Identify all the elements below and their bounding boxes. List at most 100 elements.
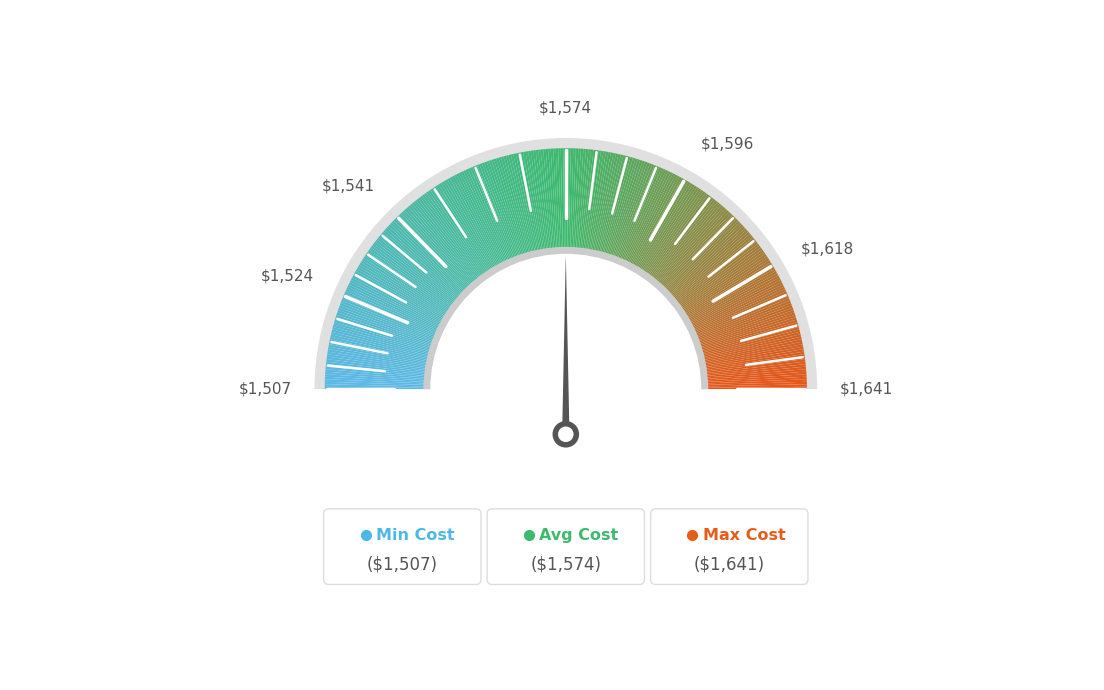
Wedge shape bbox=[677, 244, 760, 306]
Wedge shape bbox=[414, 200, 479, 282]
Wedge shape bbox=[646, 193, 708, 277]
Wedge shape bbox=[347, 286, 440, 331]
Wedge shape bbox=[649, 196, 712, 279]
Wedge shape bbox=[315, 138, 817, 389]
Wedge shape bbox=[330, 334, 431, 359]
Wedge shape bbox=[408, 205, 476, 284]
Text: $1,541: $1,541 bbox=[321, 179, 374, 193]
Wedge shape bbox=[445, 179, 498, 269]
Wedge shape bbox=[411, 204, 477, 283]
Wedge shape bbox=[549, 148, 558, 250]
Wedge shape bbox=[665, 219, 739, 292]
Wedge shape bbox=[499, 157, 529, 256]
Wedge shape bbox=[630, 176, 680, 267]
Wedge shape bbox=[569, 148, 573, 250]
Wedge shape bbox=[623, 169, 666, 263]
Wedge shape bbox=[506, 155, 532, 255]
Wedge shape bbox=[348, 284, 440, 330]
Wedge shape bbox=[330, 337, 431, 360]
Wedge shape bbox=[338, 308, 435, 344]
Wedge shape bbox=[645, 191, 705, 276]
Wedge shape bbox=[435, 186, 491, 273]
Wedge shape bbox=[325, 377, 427, 384]
Wedge shape bbox=[440, 181, 495, 270]
Wedge shape bbox=[678, 248, 763, 309]
Wedge shape bbox=[389, 224, 465, 295]
Wedge shape bbox=[691, 284, 784, 330]
Wedge shape bbox=[629, 175, 678, 266]
Wedge shape bbox=[344, 291, 439, 334]
Wedge shape bbox=[703, 354, 805, 371]
Wedge shape bbox=[341, 298, 437, 338]
Wedge shape bbox=[528, 151, 545, 252]
Wedge shape bbox=[697, 310, 795, 345]
Wedge shape bbox=[326, 364, 427, 376]
Wedge shape bbox=[599, 155, 626, 255]
Wedge shape bbox=[690, 280, 782, 328]
Wedge shape bbox=[652, 200, 718, 282]
Wedge shape bbox=[352, 275, 444, 325]
Wedge shape bbox=[638, 183, 693, 271]
Wedge shape bbox=[694, 296, 789, 337]
Wedge shape bbox=[335, 319, 433, 351]
Wedge shape bbox=[380, 234, 459, 301]
Wedge shape bbox=[670, 230, 749, 299]
Wedge shape bbox=[585, 150, 601, 252]
Wedge shape bbox=[418, 197, 481, 279]
Wedge shape bbox=[618, 166, 659, 262]
Wedge shape bbox=[473, 166, 513, 262]
Wedge shape bbox=[477, 164, 516, 260]
Wedge shape bbox=[626, 172, 673, 265]
Wedge shape bbox=[493, 159, 526, 257]
Text: $1,574: $1,574 bbox=[539, 101, 593, 115]
Wedge shape bbox=[340, 303, 436, 341]
Wedge shape bbox=[647, 195, 710, 278]
Wedge shape bbox=[350, 280, 442, 328]
Wedge shape bbox=[395, 217, 468, 291]
Wedge shape bbox=[496, 158, 527, 256]
Wedge shape bbox=[551, 148, 559, 250]
Wedge shape bbox=[470, 167, 512, 262]
Wedge shape bbox=[433, 187, 490, 273]
Wedge shape bbox=[431, 188, 489, 275]
Wedge shape bbox=[475, 165, 514, 261]
Wedge shape bbox=[681, 254, 766, 313]
Wedge shape bbox=[656, 205, 723, 284]
Wedge shape bbox=[326, 362, 427, 375]
Wedge shape bbox=[576, 149, 586, 251]
Wedge shape bbox=[690, 282, 783, 329]
Wedge shape bbox=[613, 162, 650, 259]
Wedge shape bbox=[634, 179, 687, 269]
Wedge shape bbox=[420, 196, 482, 279]
Wedge shape bbox=[501, 157, 530, 255]
Wedge shape bbox=[374, 241, 456, 305]
Wedge shape bbox=[335, 317, 433, 349]
Wedge shape bbox=[353, 273, 444, 324]
Wedge shape bbox=[679, 250, 764, 310]
Wedge shape bbox=[346, 289, 439, 333]
Wedge shape bbox=[452, 176, 501, 267]
Wedge shape bbox=[553, 148, 560, 250]
Wedge shape bbox=[660, 212, 731, 288]
Wedge shape bbox=[619, 167, 661, 262]
Wedge shape bbox=[341, 301, 436, 339]
Wedge shape bbox=[593, 153, 616, 253]
Wedge shape bbox=[696, 303, 792, 341]
Wedge shape bbox=[376, 237, 458, 303]
Wedge shape bbox=[704, 384, 807, 388]
Wedge shape bbox=[336, 315, 434, 348]
Wedge shape bbox=[325, 387, 427, 389]
Wedge shape bbox=[343, 293, 438, 335]
Wedge shape bbox=[521, 152, 541, 253]
Wedge shape bbox=[561, 148, 564, 250]
Wedge shape bbox=[397, 215, 469, 290]
Wedge shape bbox=[325, 380, 427, 385]
Wedge shape bbox=[686, 266, 775, 320]
Wedge shape bbox=[620, 168, 664, 262]
Wedge shape bbox=[401, 212, 471, 288]
Wedge shape bbox=[641, 187, 699, 273]
Wedge shape bbox=[595, 153, 618, 254]
Wedge shape bbox=[464, 170, 508, 264]
Wedge shape bbox=[361, 260, 448, 316]
Wedge shape bbox=[704, 364, 806, 376]
